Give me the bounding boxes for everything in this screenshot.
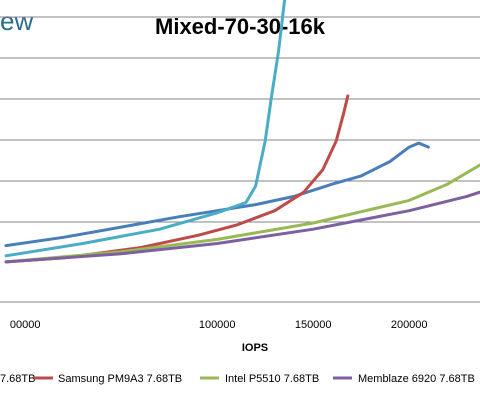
logo-fragment: ew (0, 6, 34, 36)
chart-title: Mixed-70-30-16k (155, 14, 325, 39)
x-axis-label: IOPS (242, 342, 268, 354)
series-line-3 (4, 190, 480, 264)
series-line-0 (4, 141, 430, 248)
legend-label-2: Intel P5510 7.68TB (225, 373, 319, 385)
series-line-4 (4, 0, 287, 258)
x-tick-label-2: 150000 (295, 319, 332, 331)
legend-label-3: Memblaze 6920 7.68TB (358, 373, 475, 385)
x-tick-label-3: 200000 (391, 319, 428, 331)
x-tick-label-0: 00000 (10, 319, 41, 331)
legend-label-0: 7.68TB (0, 373, 35, 385)
series-line-2 (4, 163, 480, 264)
legend: 7.68TB Samsung PM9A3 7.68TB Intel P5510 7.… (0, 373, 475, 385)
legend-label-1: Samsung PM9A3 7.68TB (58, 373, 182, 385)
x-tick-label-1: 100000 (199, 319, 236, 331)
series-lines (4, 0, 480, 264)
x-tick-labels: 00000 100000 150000 200000 (10, 319, 428, 331)
gridlines (0, 16, 480, 303)
